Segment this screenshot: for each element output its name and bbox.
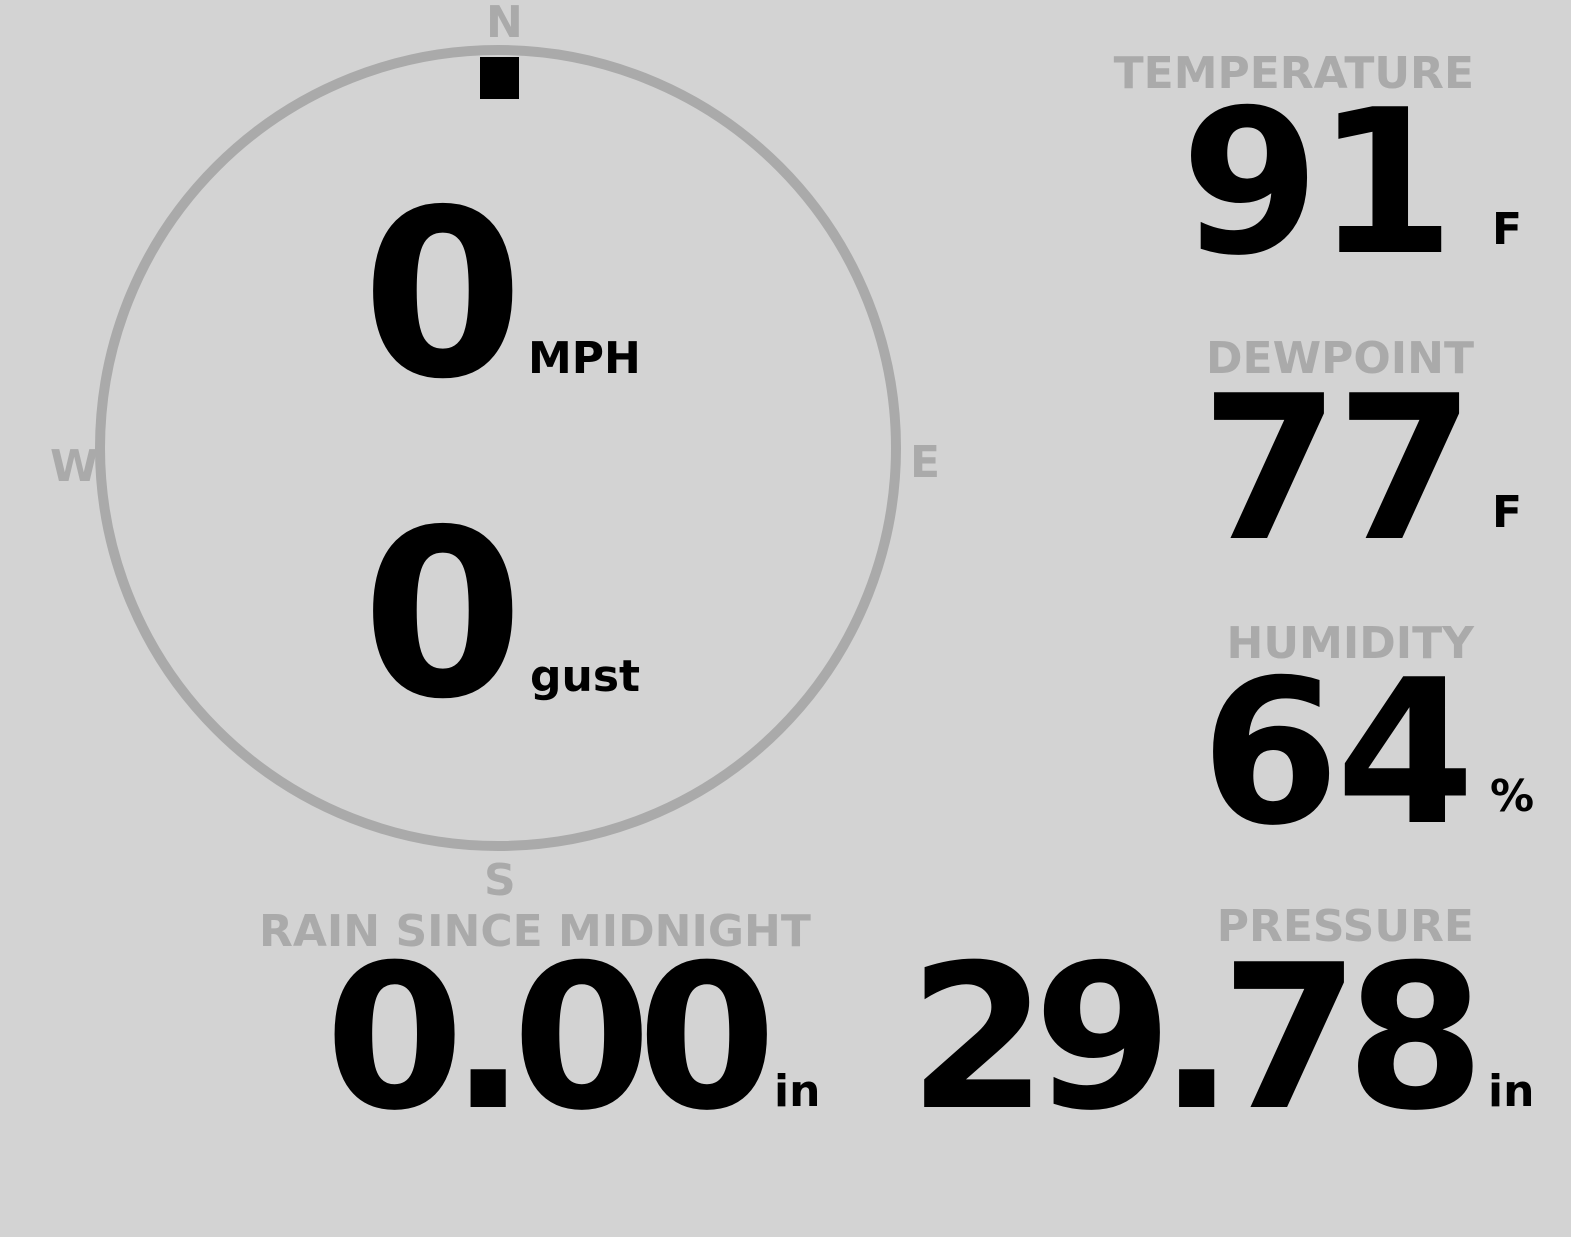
dewpoint-unit: F: [1492, 487, 1523, 538]
wind-speed-value: 0: [362, 160, 523, 430]
rain-label: RAIN SINCE MIDNIGHT: [259, 906, 811, 957]
humidity-value: 64: [1200, 637, 1475, 870]
pressure-value: 29.78: [908, 922, 1485, 1155]
temperature-unit: F: [1492, 204, 1523, 255]
compass-ring: [95, 45, 901, 851]
wind-gust-unit: gust: [530, 651, 641, 702]
compass-west: W: [50, 441, 99, 492]
wind-speed-unit: MPH: [528, 333, 641, 384]
wind-compass: [95, 45, 901, 851]
compass-north: N: [486, 0, 523, 48]
compass-east: E: [910, 437, 941, 488]
wind-direction-needle: [480, 57, 519, 99]
pressure-label: PRESSURE: [1216, 901, 1474, 952]
dewpoint-value: 77: [1200, 353, 1475, 586]
compass-south: S: [484, 855, 516, 906]
temperature-label: TEMPERATURE: [1113, 48, 1474, 99]
dewpoint-label: DEWPOINT: [1206, 333, 1474, 384]
rain-unit: in: [774, 1066, 821, 1117]
wind-gust-value: 0: [362, 480, 523, 750]
pressure-unit: in: [1488, 1066, 1535, 1117]
humidity-unit: %: [1490, 771, 1535, 822]
humidity-label: HUMIDITY: [1226, 618, 1474, 669]
temperature-value: 91: [1180, 67, 1455, 300]
rain-value: 0.00: [325, 922, 776, 1155]
